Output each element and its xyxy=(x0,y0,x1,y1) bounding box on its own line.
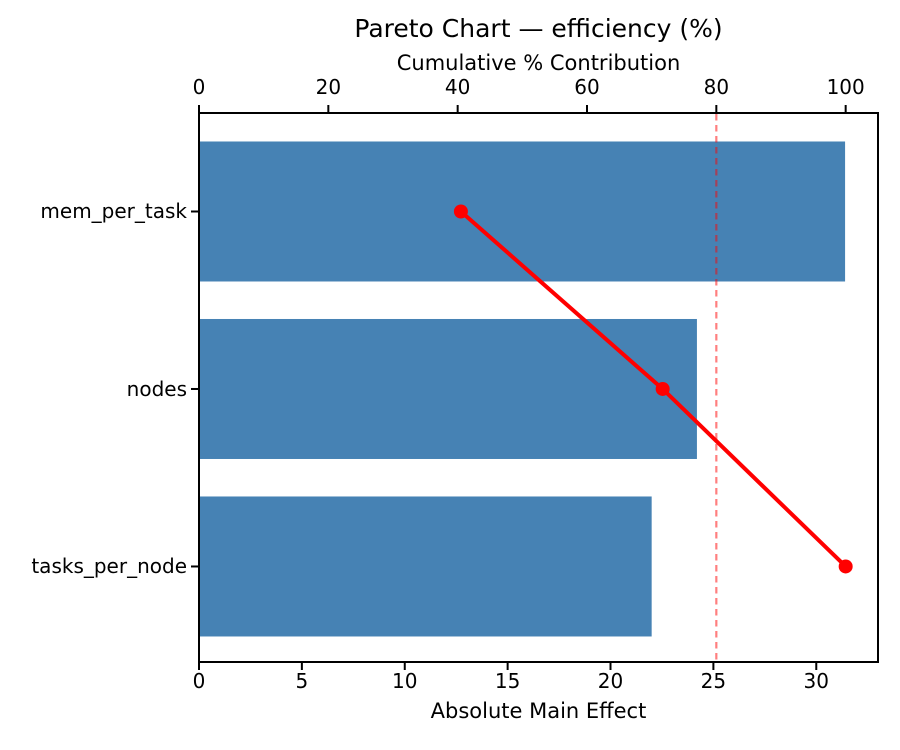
top-tick-label-40: 40 xyxy=(444,75,471,99)
cumulative-point-tasks_per_node xyxy=(838,559,853,574)
cumulative-point-nodes xyxy=(655,381,670,396)
top-axis-title: Cumulative % Contribution xyxy=(396,51,681,75)
bottom-axis-title: Absolute Main Effect xyxy=(430,699,647,723)
category-label-nodes: nodes xyxy=(126,376,187,401)
top-tick-label-80: 80 xyxy=(703,75,730,99)
bottom-tick-label-30: 30 xyxy=(803,669,829,693)
bar-tasks_per_node xyxy=(199,496,652,637)
top-tick-label-100: 100 xyxy=(826,75,865,99)
top-tick-label-20: 20 xyxy=(315,75,342,99)
bottom-tick-label-25: 25 xyxy=(700,669,727,693)
plot-frame xyxy=(198,112,879,663)
chart-title: Pareto Chart — efficiency (%) xyxy=(354,14,723,43)
bottom-tick-label-0: 0 xyxy=(192,669,206,693)
cumulative-point-mem_per_task xyxy=(453,204,468,219)
category-label-tasks_per_node: tasks_per_node xyxy=(31,554,187,579)
top-tick-label-0: 0 xyxy=(192,75,206,99)
bottom-tick-label-20: 20 xyxy=(597,669,624,693)
bar-nodes xyxy=(199,318,697,459)
bottom-tick-label-15: 15 xyxy=(494,669,521,693)
bottom-tick-label-10: 10 xyxy=(392,669,418,693)
top-tick-label-60: 60 xyxy=(574,75,600,99)
category-label-mem_per_task: mem_per_task xyxy=(40,199,187,224)
bar-mem_per_task xyxy=(199,141,846,282)
bottom-tick-label-5: 5 xyxy=(295,669,309,693)
